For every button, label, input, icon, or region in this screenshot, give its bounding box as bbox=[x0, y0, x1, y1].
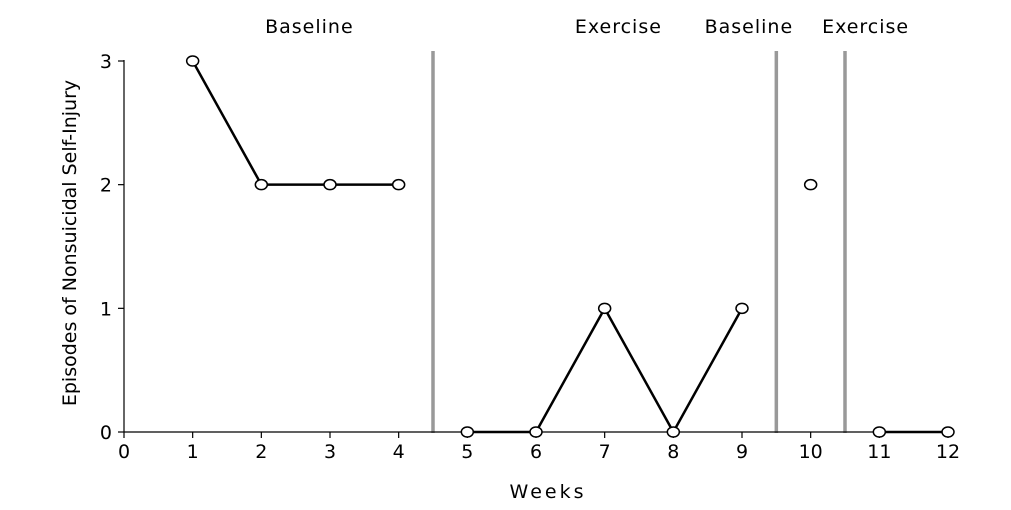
phase-label: Baseline bbox=[265, 16, 354, 38]
x-tick-label: 2 bbox=[255, 441, 267, 463]
x-tick-label: 7 bbox=[599, 441, 611, 463]
phase-label: Baseline bbox=[705, 16, 794, 38]
data-point bbox=[735, 302, 749, 315]
x-tick-label: 11 bbox=[867, 441, 891, 463]
data-point bbox=[666, 426, 681, 438]
data-series bbox=[185, 55, 955, 438]
data-point bbox=[872, 426, 887, 438]
x-tick-label: 9 bbox=[736, 441, 748, 463]
data-point bbox=[460, 426, 475, 438]
phase-label: Exercise bbox=[575, 16, 662, 38]
series-line bbox=[191, 60, 399, 186]
y-tick-label: 2 bbox=[100, 175, 112, 197]
phase-lines bbox=[431, 51, 847, 433]
phase-labels: Baseline Exercise Baseline Exercise bbox=[265, 16, 909, 38]
data-point bbox=[391, 178, 406, 191]
phase-label: Exercise bbox=[822, 16, 909, 38]
data-point bbox=[529, 426, 543, 438]
x-tick-label: 12 bbox=[936, 441, 960, 463]
x-tick-label: 8 bbox=[667, 441, 679, 463]
x-tick-label: 10 bbox=[799, 441, 823, 463]
y-tick-label: 1 bbox=[100, 298, 112, 320]
x-axis-title: Weeks bbox=[510, 481, 587, 503]
y-tick-label: 0 bbox=[100, 422, 112, 444]
data-point bbox=[803, 178, 818, 191]
x-tick-label: 6 bbox=[530, 441, 542, 463]
data-point bbox=[323, 178, 337, 191]
x-tick-label: 5 bbox=[461, 441, 473, 463]
series-line bbox=[467, 305, 744, 435]
y-axis-title: Episodes of Nonsuicidal Self-Injury bbox=[59, 80, 81, 406]
data-point bbox=[941, 426, 955, 438]
data-point bbox=[254, 178, 269, 191]
x-tick-label: 4 bbox=[393, 441, 405, 463]
data-point bbox=[597, 302, 612, 315]
y-tick-label: 3 bbox=[100, 51, 112, 73]
x-tick-label: 0 bbox=[118, 441, 130, 463]
x-tick-label: 3 bbox=[324, 441, 336, 463]
data-point bbox=[185, 55, 200, 67]
axes bbox=[123, 60, 950, 433]
x-tick-label: 1 bbox=[187, 441, 199, 463]
